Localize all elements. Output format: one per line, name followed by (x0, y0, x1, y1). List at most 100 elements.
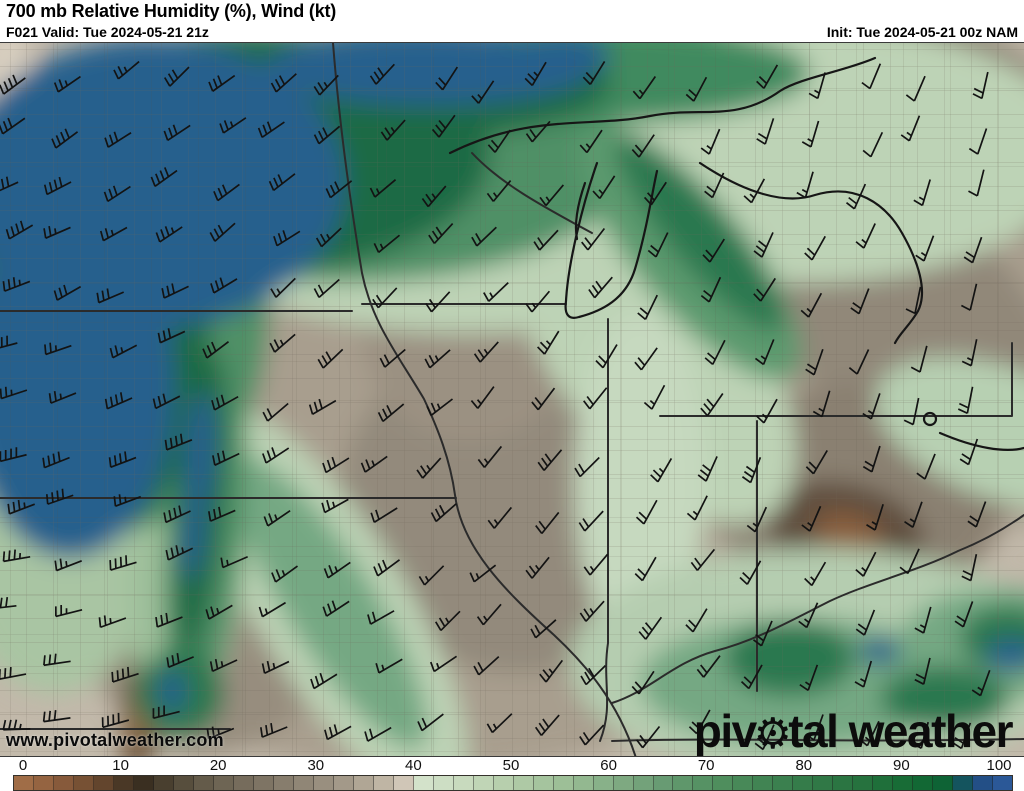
wind-barb (426, 398, 454, 417)
colorbar-cell (533, 776, 554, 790)
wind-barb (471, 80, 495, 104)
colorbar-tick-label: 30 (307, 757, 325, 774)
map-canvas: www.pivotalweather.com piv⚙tal weather (0, 42, 1024, 757)
wind-barb (796, 171, 814, 199)
wind-barb (0, 117, 26, 135)
wind-barb (268, 173, 296, 192)
colorbar-cell (993, 776, 1013, 790)
wind-barb (690, 548, 716, 571)
wind-barb (431, 114, 456, 138)
wind-barb (51, 128, 79, 149)
wind-barb (150, 167, 178, 187)
colorbar-tick-label: 40 (405, 757, 422, 774)
wind-barb (961, 283, 978, 311)
wind-barb (425, 291, 451, 313)
colorbar-cell (473, 776, 494, 790)
wind-barb (525, 120, 551, 143)
logo-text-suffix: tal weather (788, 704, 1013, 757)
colorbar-cell (953, 776, 974, 790)
colorbar-tick-label: 60 (600, 757, 617, 774)
page-title: 700 mb Relative Humidity (%), Wind (kt) (6, 1, 337, 21)
wind-barb (845, 183, 867, 210)
wind-barb (580, 665, 606, 686)
wind-barb (685, 76, 708, 102)
wind-barb (752, 620, 773, 647)
wind-barb (972, 71, 989, 100)
wind-barb (45, 488, 74, 505)
border-ky-tn (611, 738, 1024, 742)
wind-barb (421, 185, 447, 208)
colorbar-tick-label: 10 (112, 757, 129, 774)
colorbar-cell (233, 776, 254, 790)
wind-barb (487, 506, 513, 529)
wind-barb (635, 499, 658, 525)
wind-barb (428, 222, 454, 245)
wind-barb (574, 456, 600, 478)
wind-barb (531, 387, 556, 411)
wind-barb (524, 61, 547, 87)
wind-barb (483, 281, 509, 302)
wind-barb (753, 232, 774, 258)
wind-barb (525, 556, 550, 579)
wind-barb (310, 672, 338, 690)
colorbar-tick-label: 20 (209, 757, 227, 774)
colorbar-cell (93, 776, 114, 790)
wind-barb (850, 288, 870, 315)
lake-huron-outline (698, 161, 924, 345)
pivotalweather-logo: piv⚙tal weather (694, 704, 1014, 757)
border-il-in (599, 318, 609, 742)
wind-barb (48, 391, 77, 404)
wind-barb (583, 553, 609, 576)
wind-barb (913, 179, 931, 207)
wind-barb (471, 226, 497, 247)
wind-barb (308, 398, 337, 415)
wind-barb (42, 451, 70, 469)
colorbar-cell (373, 776, 394, 790)
wind-barb (373, 559, 401, 577)
wind-barb (43, 653, 71, 667)
wind-barb (862, 131, 884, 158)
wind-barb (905, 75, 926, 102)
wind-barb (638, 616, 663, 640)
wind-barb (0, 667, 27, 680)
colorbar-cell (753, 776, 774, 790)
colorbar-cell (713, 776, 734, 790)
wind-barb (631, 134, 655, 158)
wind-barb (800, 292, 823, 318)
colorbar-cell (333, 776, 354, 790)
wind-barb (801, 505, 822, 532)
wind-barb (812, 390, 831, 418)
colorbar-cell (853, 776, 874, 790)
wind-barb (739, 560, 762, 585)
wind-barb (0, 447, 27, 463)
wind-barb (581, 227, 606, 251)
wind-barb (165, 545, 194, 561)
wind-barb (470, 386, 495, 409)
wind-barb (808, 72, 826, 100)
wind-barb (323, 561, 351, 579)
colorbar-cell (173, 776, 194, 790)
wind-barb (647, 232, 669, 258)
border-ohio-river (611, 514, 1024, 704)
wind-barb (5, 220, 34, 240)
wind-barb (637, 294, 659, 321)
wind-barb (109, 344, 138, 359)
colorbar-cell (933, 776, 954, 790)
wind-barb (113, 60, 140, 80)
green-bay-outline (574, 181, 587, 241)
wind-barb (435, 66, 459, 91)
wind-barb (643, 181, 667, 206)
wind-barb (741, 457, 762, 484)
wind-barb (370, 507, 398, 524)
wind-barb (914, 657, 931, 685)
wind-barb (44, 342, 72, 356)
wind-barb (104, 131, 132, 148)
colorbar-cell (14, 776, 34, 790)
wind-barb (111, 666, 139, 683)
wind-barb (7, 499, 35, 515)
wind-barb (377, 403, 405, 423)
wind-barb (163, 66, 190, 87)
wind-barb (704, 172, 725, 199)
wind-barb (855, 223, 876, 249)
wind-barb (270, 277, 296, 298)
